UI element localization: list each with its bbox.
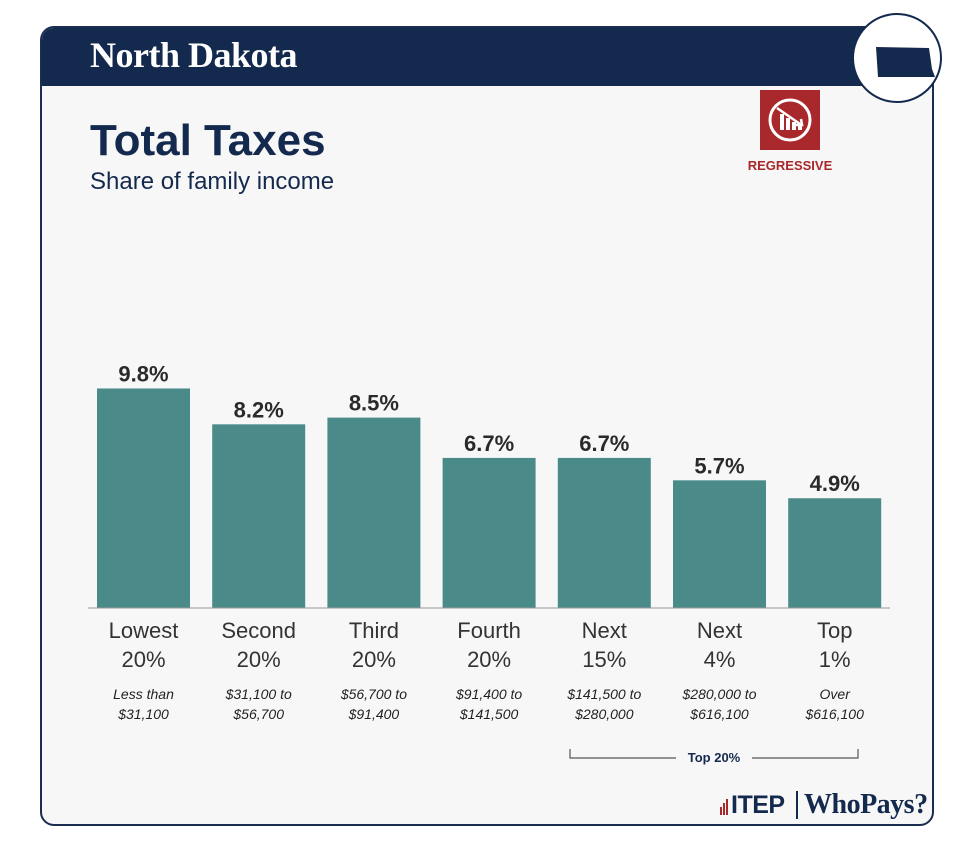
income-range-1-line1: Less than xyxy=(113,686,174,702)
income-range-4-line2: $141,500 xyxy=(459,706,519,722)
category-label-2-line1: Second xyxy=(221,618,296,643)
category-label-4-line2: 20% xyxy=(467,647,511,672)
state-name: North Dakota xyxy=(90,35,298,75)
income-range-3-line2: $91,400 xyxy=(348,706,400,722)
category-label-1-line2: 20% xyxy=(121,647,165,672)
category-label-5-line1: Next xyxy=(582,618,627,643)
income-range-2-line2: $56,700 xyxy=(232,706,284,722)
bracket-left xyxy=(569,749,676,759)
bar-7 xyxy=(788,498,882,608)
bar-5 xyxy=(557,457,651,608)
category-label-1-line1: Lowest xyxy=(109,618,179,643)
state-banner: North Dakota xyxy=(42,28,932,86)
chart-subtitle: Share of family income xyxy=(90,168,335,195)
itep-logo-text: ITEP xyxy=(731,791,785,819)
north-dakota-map-icon xyxy=(876,47,935,77)
income-range-3-line1: $56,700 to xyxy=(340,686,407,702)
bracket-right xyxy=(752,749,859,759)
bar-4 xyxy=(442,457,536,608)
data-label-7: 4.9% xyxy=(810,471,860,496)
data-label-3: 8.5% xyxy=(349,391,399,416)
category-label-3-line1: Third xyxy=(349,618,399,643)
data-label-5: 6.7% xyxy=(579,431,629,456)
data-label-1: 9.8% xyxy=(118,361,168,386)
income-range-1-line2: $31,100 xyxy=(117,706,169,722)
category-label-5-line2: 15% xyxy=(582,647,626,672)
category-label-2-line2: 20% xyxy=(237,647,281,672)
data-label-6: 5.7% xyxy=(694,453,744,478)
regressive-chart-icon xyxy=(760,90,820,150)
income-range-7-line2: $616,100 xyxy=(804,706,864,722)
category-label-6-line1: Next xyxy=(697,618,742,643)
bar-2 xyxy=(212,424,306,608)
income-range-6-line1: $280,000 to xyxy=(682,686,757,702)
category-label-4-line1: Fourth xyxy=(457,618,521,643)
income-range-5-line1: $141,500 to xyxy=(566,686,641,702)
state-map-badge xyxy=(852,13,942,103)
category-label-7-line1: Top xyxy=(817,618,852,643)
bar-1 xyxy=(97,388,190,608)
data-label-4: 6.7% xyxy=(464,431,514,456)
whopays-logo-text: WhoPays? xyxy=(804,789,928,820)
chart-title: Total Taxes xyxy=(90,116,326,165)
income-range-4-line1: $91,400 to xyxy=(455,686,522,702)
category-label-3-line2: 20% xyxy=(352,647,396,672)
income-range-2-line1: $31,100 to xyxy=(225,686,292,702)
income-range-5-line2: $280,000 xyxy=(574,706,634,722)
income-range-6-line2: $616,100 xyxy=(689,706,749,722)
bracket-label: Top 20% xyxy=(688,750,741,765)
category-label-6-line2: 4% xyxy=(704,647,736,672)
brand-logo: ITEP WhoPays? xyxy=(720,789,930,823)
data-label-2: 8.2% xyxy=(234,397,284,422)
brand-divider xyxy=(796,791,798,819)
category-label-7-line2: 1% xyxy=(819,647,851,672)
bar-6 xyxy=(673,480,766,608)
itep-logo-icon xyxy=(720,799,728,815)
income-range-7-line1: Over xyxy=(820,686,852,702)
bar-3 xyxy=(327,417,421,608)
regressive-label: REGRESSIVE xyxy=(747,158,833,173)
